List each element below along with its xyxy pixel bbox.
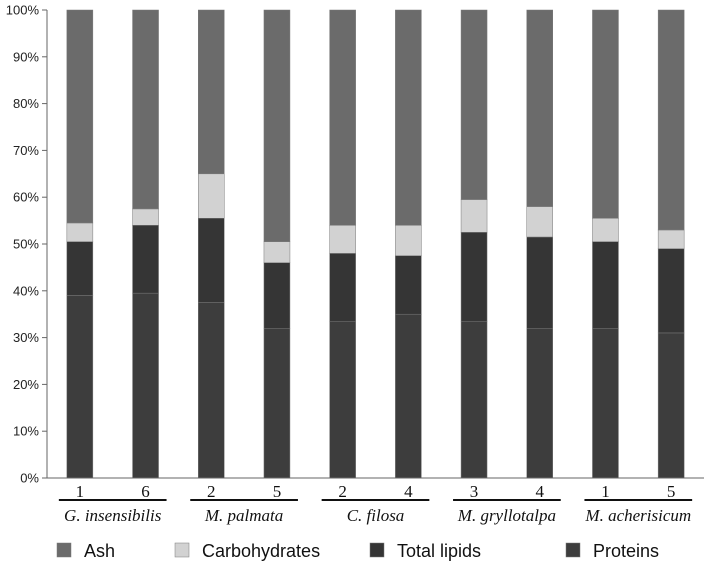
legend-label-ash: Ash [84, 541, 115, 561]
y-tick-label: 30% [13, 330, 39, 345]
legend-swatch-proteins [565, 542, 581, 558]
bar-segment-ash [329, 9, 356, 226]
x-tick-label: 4 [404, 482, 413, 501]
bar-segment-proteins [395, 313, 422, 479]
bar-segment-carbohydrates [66, 222, 94, 242]
y-tick-label: 10% [13, 424, 39, 439]
bar-segment-total-lipids [132, 225, 159, 294]
bar-segment-carbohydrates [592, 218, 619, 242]
bar-segment-ash [592, 9, 619, 219]
legend-swatch-total-lipids [369, 542, 385, 558]
bar-segment-total-lipids [460, 232, 488, 322]
bar-segment-proteins [329, 320, 356, 479]
y-tick-label: 90% [13, 49, 39, 64]
legend: Ash Carbohydrates Total lipids Proteins [56, 541, 659, 561]
bar-segment-proteins [198, 302, 225, 479]
bar-segment-carbohydrates [526, 206, 553, 238]
bar-segment-total-lipids [263, 262, 291, 329]
group-label: C. filosa [347, 506, 405, 525]
bar-segment-proteins [657, 332, 685, 479]
bar-segment-carbohydrates [460, 199, 488, 233]
bar-segment-total-lipids [198, 218, 225, 303]
bar-segment-proteins [66, 295, 94, 479]
bar-segment-total-lipids [657, 248, 685, 334]
y-tick-label: 60% [13, 190, 39, 205]
x-tick-label: 5 [667, 482, 676, 501]
bar-segment-ash [526, 9, 553, 207]
bar-segment-total-lipids [526, 236, 553, 329]
legend-label-total-lipids: Total lipids [397, 541, 481, 561]
bar-segment-total-lipids [592, 241, 619, 329]
bar-segment-ash [263, 9, 291, 242]
bar-segment-carbohydrates [198, 173, 225, 219]
bar-segment-ash [198, 9, 225, 175]
bar-segment-ash [395, 9, 422, 226]
y-tick-label: 40% [13, 283, 39, 298]
y-tick-label: 70% [13, 143, 39, 158]
bar-segment-carbohydrates [263, 241, 291, 263]
bar-segment-carbohydrates [657, 229, 685, 249]
bar-segment-proteins [263, 327, 291, 479]
x-tick-label: 2 [207, 482, 216, 501]
bar-segment-ash [460, 9, 488, 200]
bar-segment-ash [66, 9, 94, 224]
bar-segment-ash [657, 9, 685, 231]
x-axis: 1 6 2 5 2 4 3 4 1 5 G. insensibilis M. palmata C. fi… [47, 477, 704, 525]
x-tick-label: 2 [338, 482, 347, 501]
group-label: M. palmata [204, 506, 283, 525]
bar-segment-ash [132, 9, 159, 210]
bar-segment-proteins [592, 327, 619, 479]
x-tick-label: 6 [141, 482, 150, 501]
y-tick-label: 0% [20, 471, 39, 486]
bar-segment-proteins [132, 292, 159, 479]
bar-segment-carbohydrates [329, 225, 356, 254]
bar-segment-carbohydrates [132, 208, 159, 226]
bar-segment-proteins [460, 320, 488, 479]
legend-label-proteins: Proteins [593, 541, 659, 561]
bar-segment-proteins [526, 327, 553, 479]
group-label: M. gryllotalpa [457, 506, 556, 525]
bar-segment-total-lipids [395, 255, 422, 315]
y-tick-label: 20% [13, 377, 39, 392]
legend-swatch-carbohydrates [174, 542, 190, 558]
y-tick-label: 50% [13, 237, 39, 252]
x-tick-label: 1 [601, 482, 610, 501]
legend-swatch-ash [56, 542, 72, 558]
x-tick-label: 5 [273, 482, 282, 501]
bars [66, 9, 685, 479]
group-label: G. insensibilis [64, 506, 162, 525]
group-label: M. acherisicum [584, 506, 691, 525]
x-tick-label: 1 [76, 482, 85, 501]
legend-label-carbohydrates: Carbohydrates [202, 541, 320, 561]
bar-segment-total-lipids [66, 241, 94, 296]
x-tick-label: 4 [536, 482, 545, 501]
y-axis: 0% 10% 20% 30% 40% 50% 60% 70% 80% 90% 100% [6, 3, 48, 486]
x-tick-label: 3 [470, 482, 479, 501]
y-tick-label: 100% [6, 3, 40, 18]
bar-segment-carbohydrates [395, 225, 422, 256]
bar-segment-total-lipids [329, 253, 356, 322]
y-tick-label: 80% [13, 96, 39, 111]
